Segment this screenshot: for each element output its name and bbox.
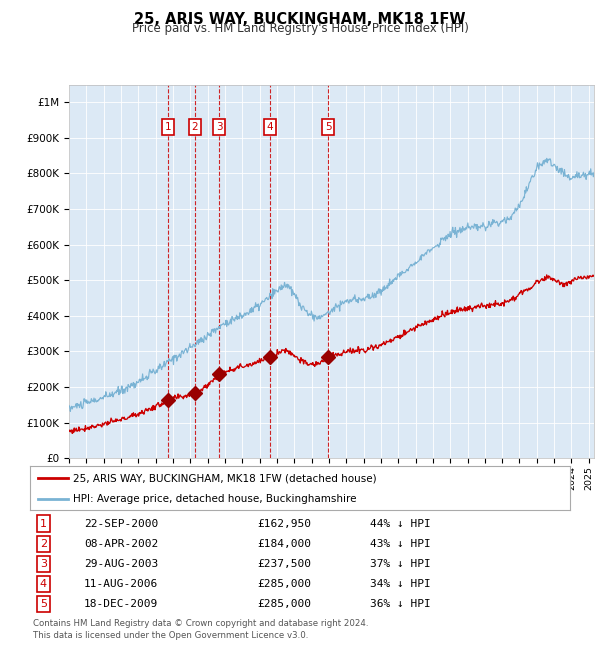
Text: 08-APR-2002: 08-APR-2002	[84, 539, 158, 549]
Text: 1: 1	[165, 122, 172, 132]
Text: £162,950: £162,950	[257, 519, 311, 528]
Text: HPI: Average price, detached house, Buckinghamshire: HPI: Average price, detached house, Buck…	[73, 494, 356, 504]
Text: 29-AUG-2003: 29-AUG-2003	[84, 559, 158, 569]
Text: 37% ↓ HPI: 37% ↓ HPI	[370, 559, 431, 569]
Text: 5: 5	[40, 599, 47, 609]
Text: £184,000: £184,000	[257, 539, 311, 549]
Text: 44% ↓ HPI: 44% ↓ HPI	[370, 519, 431, 528]
Text: 1: 1	[40, 519, 47, 528]
Text: 22-SEP-2000: 22-SEP-2000	[84, 519, 158, 528]
Text: 4: 4	[267, 122, 274, 132]
Text: £285,000: £285,000	[257, 599, 311, 609]
Text: 3: 3	[40, 559, 47, 569]
Text: 2: 2	[191, 122, 198, 132]
Text: Price paid vs. HM Land Registry's House Price Index (HPI): Price paid vs. HM Land Registry's House …	[131, 22, 469, 35]
Text: 18-DEC-2009: 18-DEC-2009	[84, 599, 158, 609]
Text: 25, ARIS WAY, BUCKINGHAM, MK18 1FW (detached house): 25, ARIS WAY, BUCKINGHAM, MK18 1FW (deta…	[73, 473, 377, 484]
Text: 5: 5	[325, 122, 332, 132]
Text: 2: 2	[40, 539, 47, 549]
Text: 36% ↓ HPI: 36% ↓ HPI	[370, 599, 431, 609]
Text: 34% ↓ HPI: 34% ↓ HPI	[370, 579, 431, 589]
Text: 11-AUG-2006: 11-AUG-2006	[84, 579, 158, 589]
Text: £285,000: £285,000	[257, 579, 311, 589]
Text: Contains HM Land Registry data © Crown copyright and database right 2024.
This d: Contains HM Land Registry data © Crown c…	[33, 619, 368, 640]
Text: 3: 3	[216, 122, 223, 132]
Text: 4: 4	[40, 579, 47, 589]
Text: 25, ARIS WAY, BUCKINGHAM, MK18 1FW: 25, ARIS WAY, BUCKINGHAM, MK18 1FW	[134, 12, 466, 27]
Text: £237,500: £237,500	[257, 559, 311, 569]
Text: 43% ↓ HPI: 43% ↓ HPI	[370, 539, 431, 549]
